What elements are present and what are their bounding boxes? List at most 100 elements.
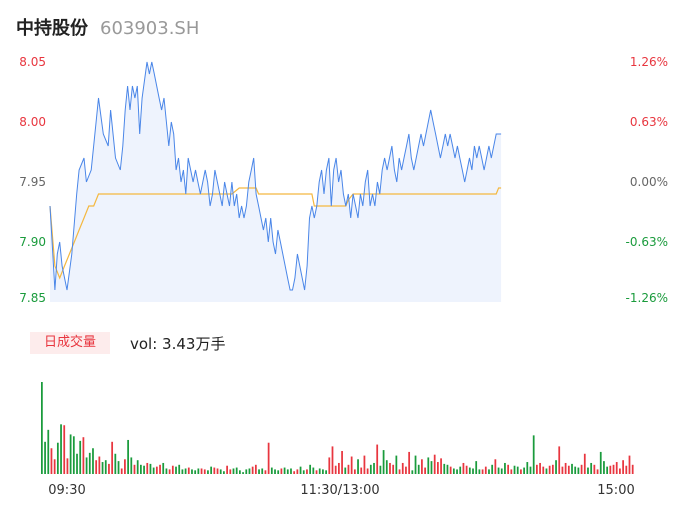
volume-bar: [114, 453, 117, 474]
volume-bar: [478, 469, 481, 474]
x-tick-label: 11:30/13:00: [300, 483, 379, 498]
volume-bar: [50, 448, 53, 474]
volume-bar: [318, 468, 321, 474]
volume-bar: [286, 469, 289, 474]
y-tick-label-left: 7.85: [19, 291, 46, 305]
volume-bar: [488, 469, 490, 474]
volume-bar: [561, 466, 564, 474]
stock-name: 中持股份: [16, 18, 88, 39]
volume-bar: [69, 434, 72, 474]
volume-bar: [615, 462, 618, 474]
volume-bar: [254, 464, 257, 474]
volume-bar: [143, 465, 145, 474]
volume-bar: [446, 464, 449, 474]
volume-bar: [548, 465, 551, 474]
volume-bar: [338, 462, 340, 474]
volume-bar: [376, 444, 379, 474]
volume-bar: [120, 468, 123, 474]
volume-bar: [296, 469, 299, 474]
volume-bar: [85, 457, 88, 474]
volume-bar: [612, 464, 615, 474]
volume-bar: [382, 450, 385, 474]
y-tick-label-left: 7.95: [19, 175, 46, 189]
volume-bar: [101, 462, 104, 474]
volume-bar: [219, 469, 222, 474]
volume-bar: [162, 462, 165, 474]
volume-bar: [392, 464, 395, 474]
volume-bar: [293, 471, 296, 474]
volume-bar: [405, 466, 407, 474]
volume-bar: [261, 468, 264, 474]
volume-bar: [571, 463, 573, 474]
volume-bar: [472, 468, 474, 474]
volume-bar: [280, 468, 283, 474]
volume-bar: [520, 469, 522, 474]
volume-bar: [104, 460, 107, 474]
volume-bar: [203, 469, 206, 474]
volume-bar: [516, 466, 519, 474]
volume-bar: [312, 467, 315, 474]
volume-bar: [152, 467, 155, 474]
stock-code: 603903.SH: [100, 18, 200, 39]
volume-bar: [92, 448, 94, 474]
volume-bar: [41, 382, 43, 474]
volume-bar: [302, 470, 305, 474]
volume-tab[interactable]: 日成交量: [30, 332, 110, 354]
volume-bar: [232, 468, 235, 474]
volume-bar: [53, 459, 56, 474]
volume-bar: [430, 461, 433, 474]
volume-bar: [258, 469, 260, 474]
volume-bar: [577, 467, 580, 474]
volume-bar: [264, 470, 267, 474]
volume-bar: [398, 469, 401, 474]
volume-bar: [440, 458, 442, 474]
volume-bar: [593, 464, 596, 474]
volume-bar: [140, 464, 142, 474]
volume-bar: [427, 457, 430, 474]
volume-bar: [267, 442, 270, 474]
volume-bar: [283, 467, 286, 474]
volume-bar: [76, 453, 78, 474]
volume-bar: [373, 462, 375, 474]
volume-bar: [334, 465, 337, 474]
volume-bar: [395, 455, 398, 474]
volume-bar: [306, 469, 308, 474]
volume-bar: [223, 471, 225, 474]
volume-bar: [449, 466, 452, 474]
volume-bar: [235, 467, 238, 474]
volume-bar: [130, 457, 133, 474]
volume-bar: [622, 460, 624, 474]
volume-bar: [155, 466, 158, 474]
volume-bar: [583, 453, 586, 474]
volume-bar: [184, 468, 187, 474]
volume-bar: [200, 468, 203, 474]
volume-bar: [165, 468, 168, 474]
volume-bar: [366, 468, 369, 474]
volume-bar: [299, 466, 302, 474]
volume-bar: [60, 424, 62, 474]
volume-bar: [587, 467, 589, 474]
volume-bar: [567, 465, 570, 474]
volume-bar: [328, 457, 331, 474]
volume-bar: [437, 462, 439, 474]
volume-bar: [216, 468, 219, 474]
volume-bar: [322, 469, 324, 474]
volume-bar: [545, 468, 548, 474]
volume-bar: [82, 437, 85, 474]
volume-bar: [325, 470, 327, 474]
volume-bar: [555, 460, 557, 474]
volume-bar: [590, 462, 593, 474]
volume-bar: [331, 446, 334, 474]
volume-bar: [213, 467, 216, 474]
volume-bar: [539, 462, 541, 474]
volume-bar: [242, 472, 244, 474]
volume-bar: [197, 468, 200, 474]
volume-bar: [357, 459, 359, 474]
volume-bar: [146, 462, 149, 474]
volume-bar: [245, 469, 248, 474]
volume-bar: [536, 464, 538, 474]
volume-bar: [433, 454, 436, 474]
volume-bar: [171, 465, 174, 474]
volume-bar: [124, 459, 126, 474]
volume-bar: [596, 469, 599, 474]
